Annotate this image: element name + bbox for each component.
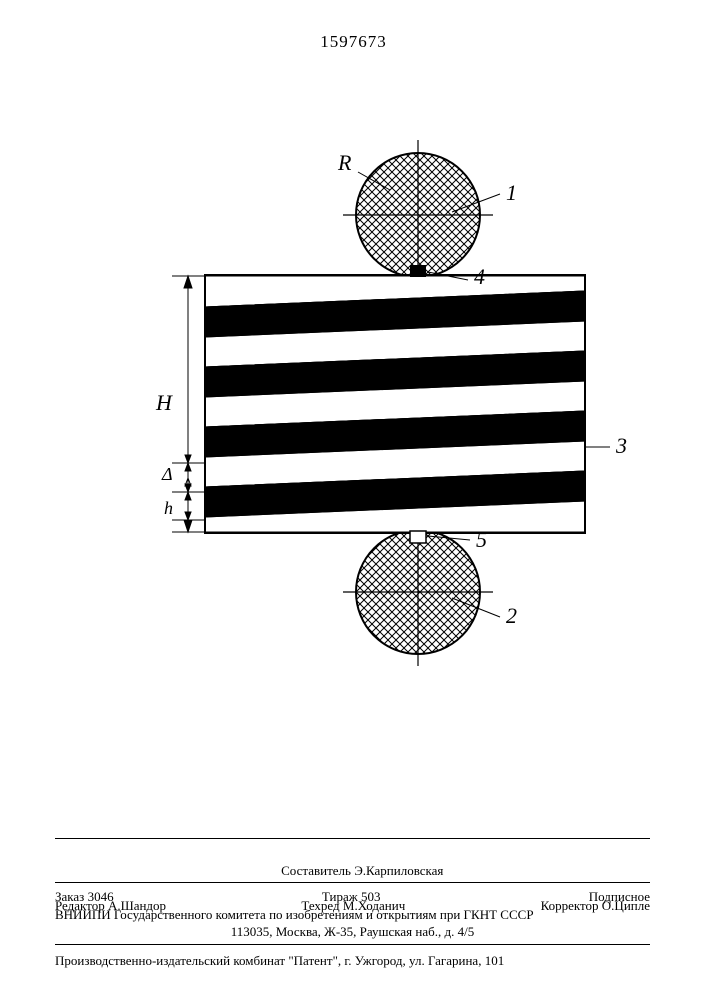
label-5: 5 [476,527,487,552]
rule-mid1 [55,882,650,883]
publisher-line: Производственно-издательский комбинат "П… [55,952,650,970]
org-line1: ВНИИПИ Государственного комитета по изоб… [55,906,650,924]
top-nub [410,265,426,277]
compiler-name: Э.Карпиловская [354,863,443,878]
tirazh-label: Тираж [322,889,358,904]
rule-top [55,838,650,839]
rule-mid2 [55,944,650,945]
dimension-delta-h [172,450,205,520]
label-H: H [155,390,173,415]
bottom-nub [410,531,426,543]
org-line2: 113035, Москва, Ж-35, Раушская наб., д. … [55,923,650,941]
label-4: 4 [474,264,485,289]
label-2: 2 [506,603,517,628]
doc-number: 1597673 [0,32,707,52]
label-h: h [164,498,173,518]
tirazh-val: 503 [361,889,381,904]
label-1: 1 [506,180,517,205]
technical-figure: R 1 4 3 5 2 H Δ h [60,120,660,700]
order-label: Заказ [55,889,84,904]
label-3: 3 [615,433,627,458]
order-no: 3046 [88,889,114,904]
label-R: R [337,150,352,175]
compiler-label: Составитель [281,863,351,878]
layered-block [205,275,585,533]
label-delta: Δ [161,464,173,484]
order-block: Заказ 3046 Тираж 503 Подписное ВНИИПИ Го… [55,888,650,941]
subscription: Подписное [589,888,650,906]
publisher-block: Производственно-издательский комбинат "П… [55,952,650,970]
